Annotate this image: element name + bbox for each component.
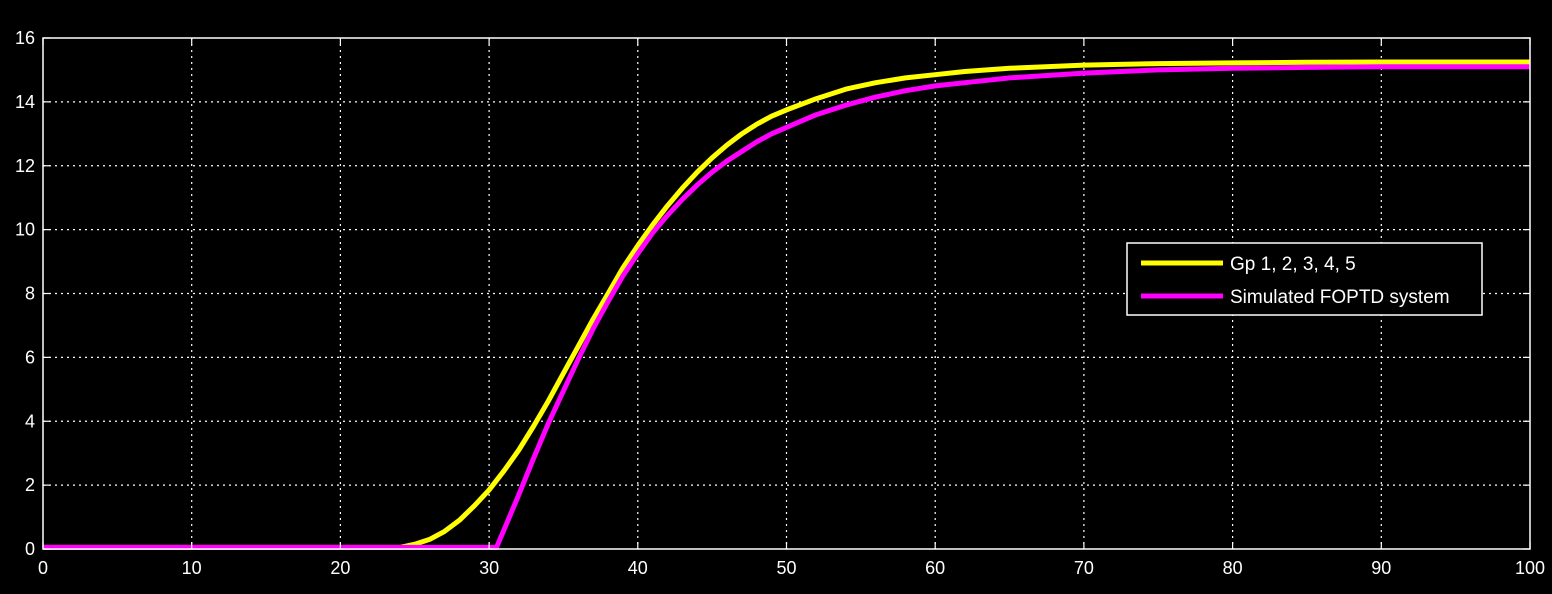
y-tick-label: 8 [25, 284, 35, 304]
legend: Gp 1, 2, 3, 4, 5 Simulated FOPTD system [1126, 242, 1483, 316]
x-tick-label: 10 [182, 558, 202, 578]
axis-ticks [42, 37, 1531, 550]
series-line-1 [43, 59, 1530, 550]
x-tick-label: 50 [776, 558, 796, 578]
legend-label-1: Gp 1, 2, 3, 4, 5 [1230, 254, 1356, 275]
x-tick-label: 90 [1371, 558, 1391, 578]
tick-labels: 0 10 20 30 40 50 60 70 80 90 100 0 2 4 6 8 10 12 14 16 [15, 28, 1545, 578]
x-tick-label: 100 [1515, 558, 1545, 578]
y-tick-label: 6 [25, 347, 35, 367]
y-tick-label: 12 [15, 156, 35, 176]
y-tick-label: 14 [15, 92, 35, 112]
x-tick-label: 20 [330, 558, 350, 578]
y-tick-label: 0 [25, 539, 35, 559]
x-tick-label: 30 [479, 558, 499, 578]
x-tick-label: 70 [1074, 558, 1094, 578]
y-tick-label: 10 [15, 220, 35, 240]
series-line-2 [43, 64, 1530, 550]
y-tick-label: 2 [25, 475, 35, 495]
x-tick-label: 80 [1223, 558, 1243, 578]
data-series [43, 59, 1530, 550]
x-tick-label: 40 [628, 558, 648, 578]
legend-label-2: Simulated FOPTD system [1230, 287, 1450, 308]
y-tick-label: 16 [15, 28, 35, 48]
x-tick-label: 60 [925, 558, 945, 578]
y-tick-label: 4 [25, 411, 35, 431]
grid-lines [43, 38, 1530, 549]
legend-box [1126, 242, 1483, 316]
x-tick-label: 0 [38, 558, 48, 578]
